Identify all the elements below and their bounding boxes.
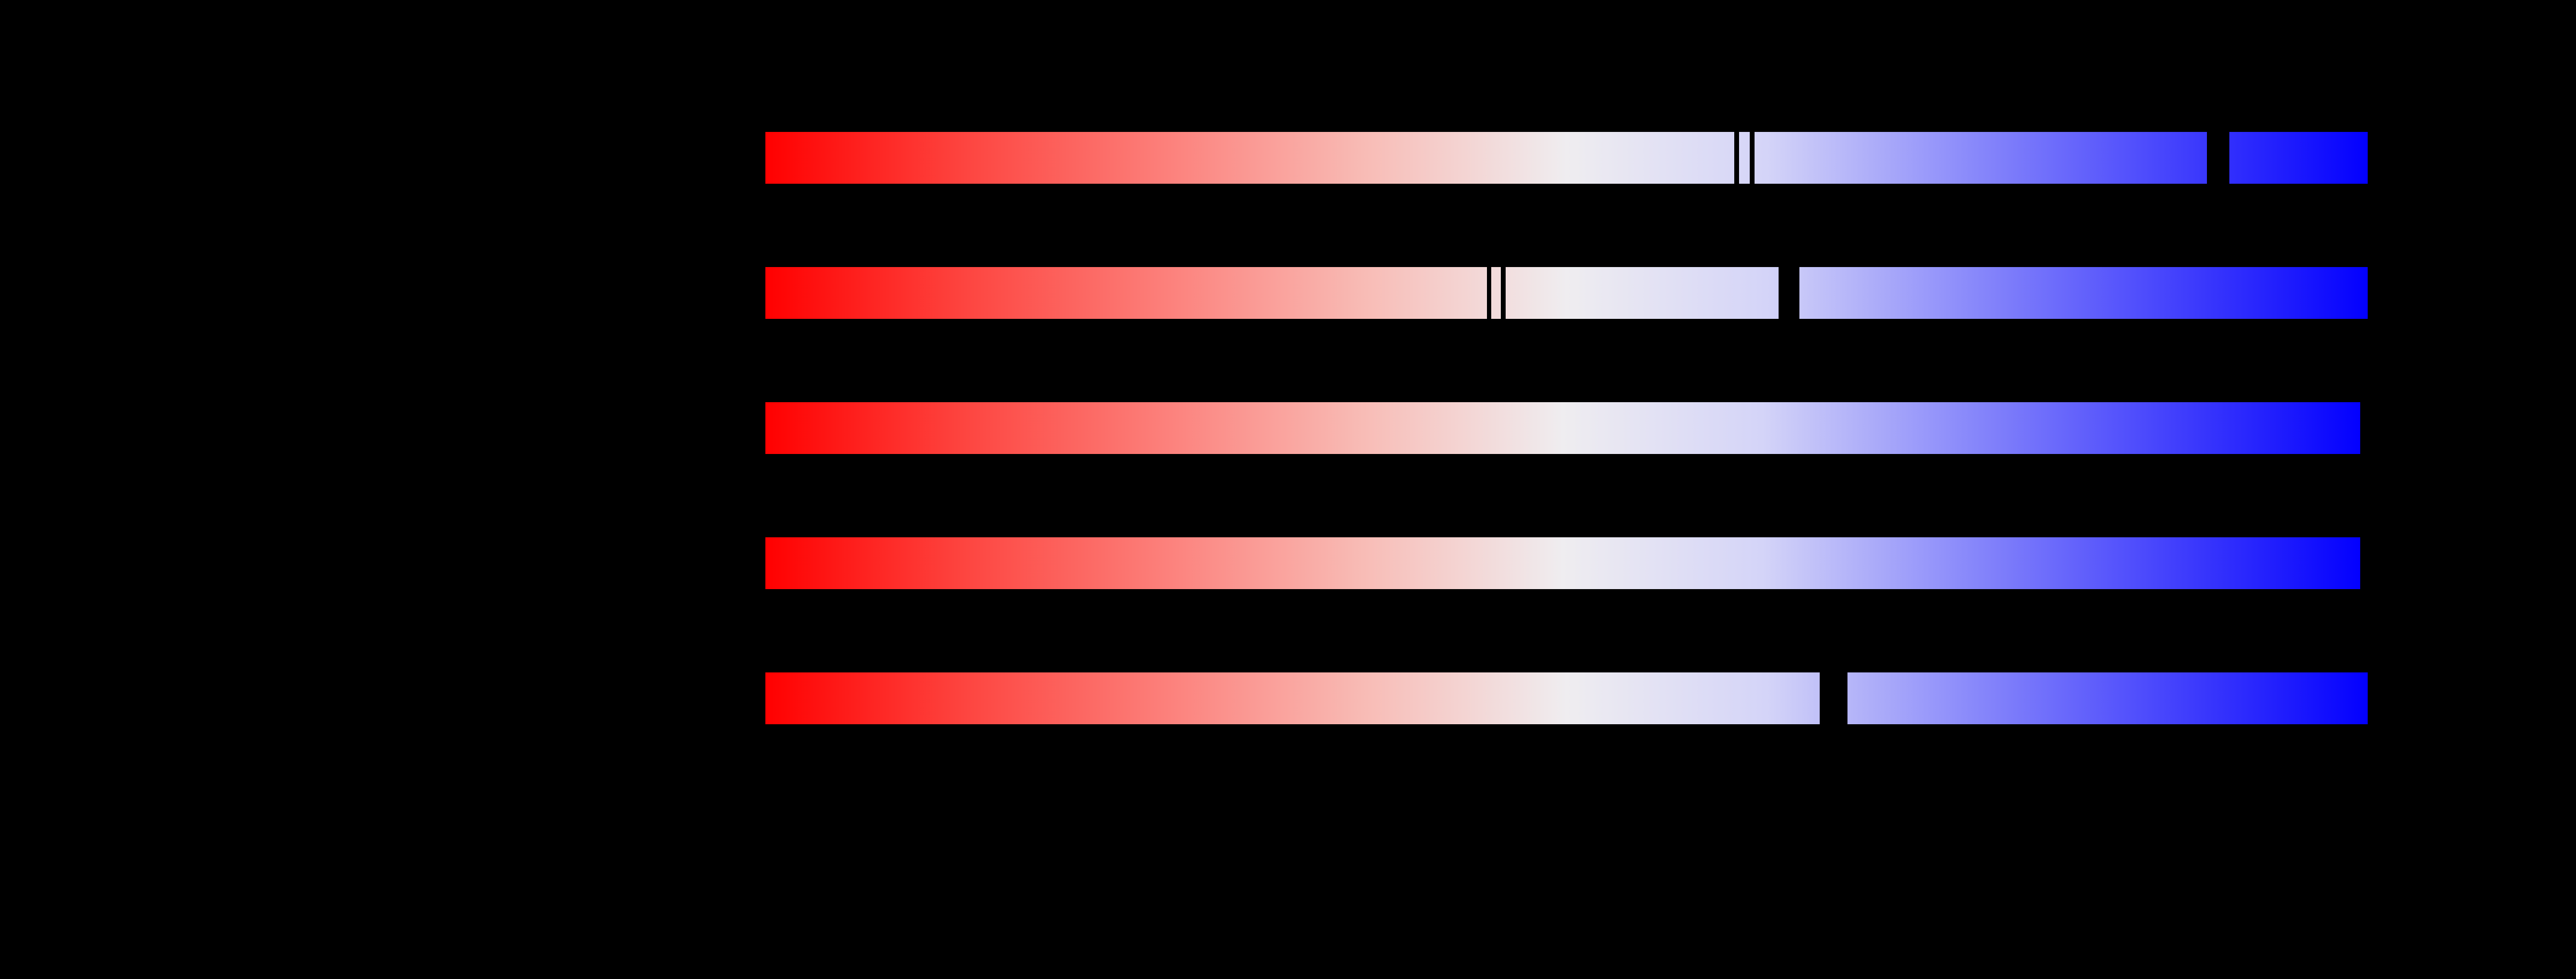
gradient-track-4 — [765, 537, 2360, 589]
track-break-mark — [1734, 132, 1739, 184]
track-break-mark — [1820, 672, 1847, 724]
gradient-track-1 — [765, 132, 2368, 184]
gradient-track-5 — [765, 672, 2368, 724]
track-break-mark — [1487, 267, 1491, 319]
track-break-mark — [1750, 132, 1755, 184]
gradient-track-3 — [765, 402, 2360, 454]
track-break-mark — [1779, 267, 1799, 319]
track-break-mark — [1501, 267, 1506, 319]
gradient-track-2 — [765, 267, 2368, 319]
track-break-mark — [2207, 132, 2229, 184]
